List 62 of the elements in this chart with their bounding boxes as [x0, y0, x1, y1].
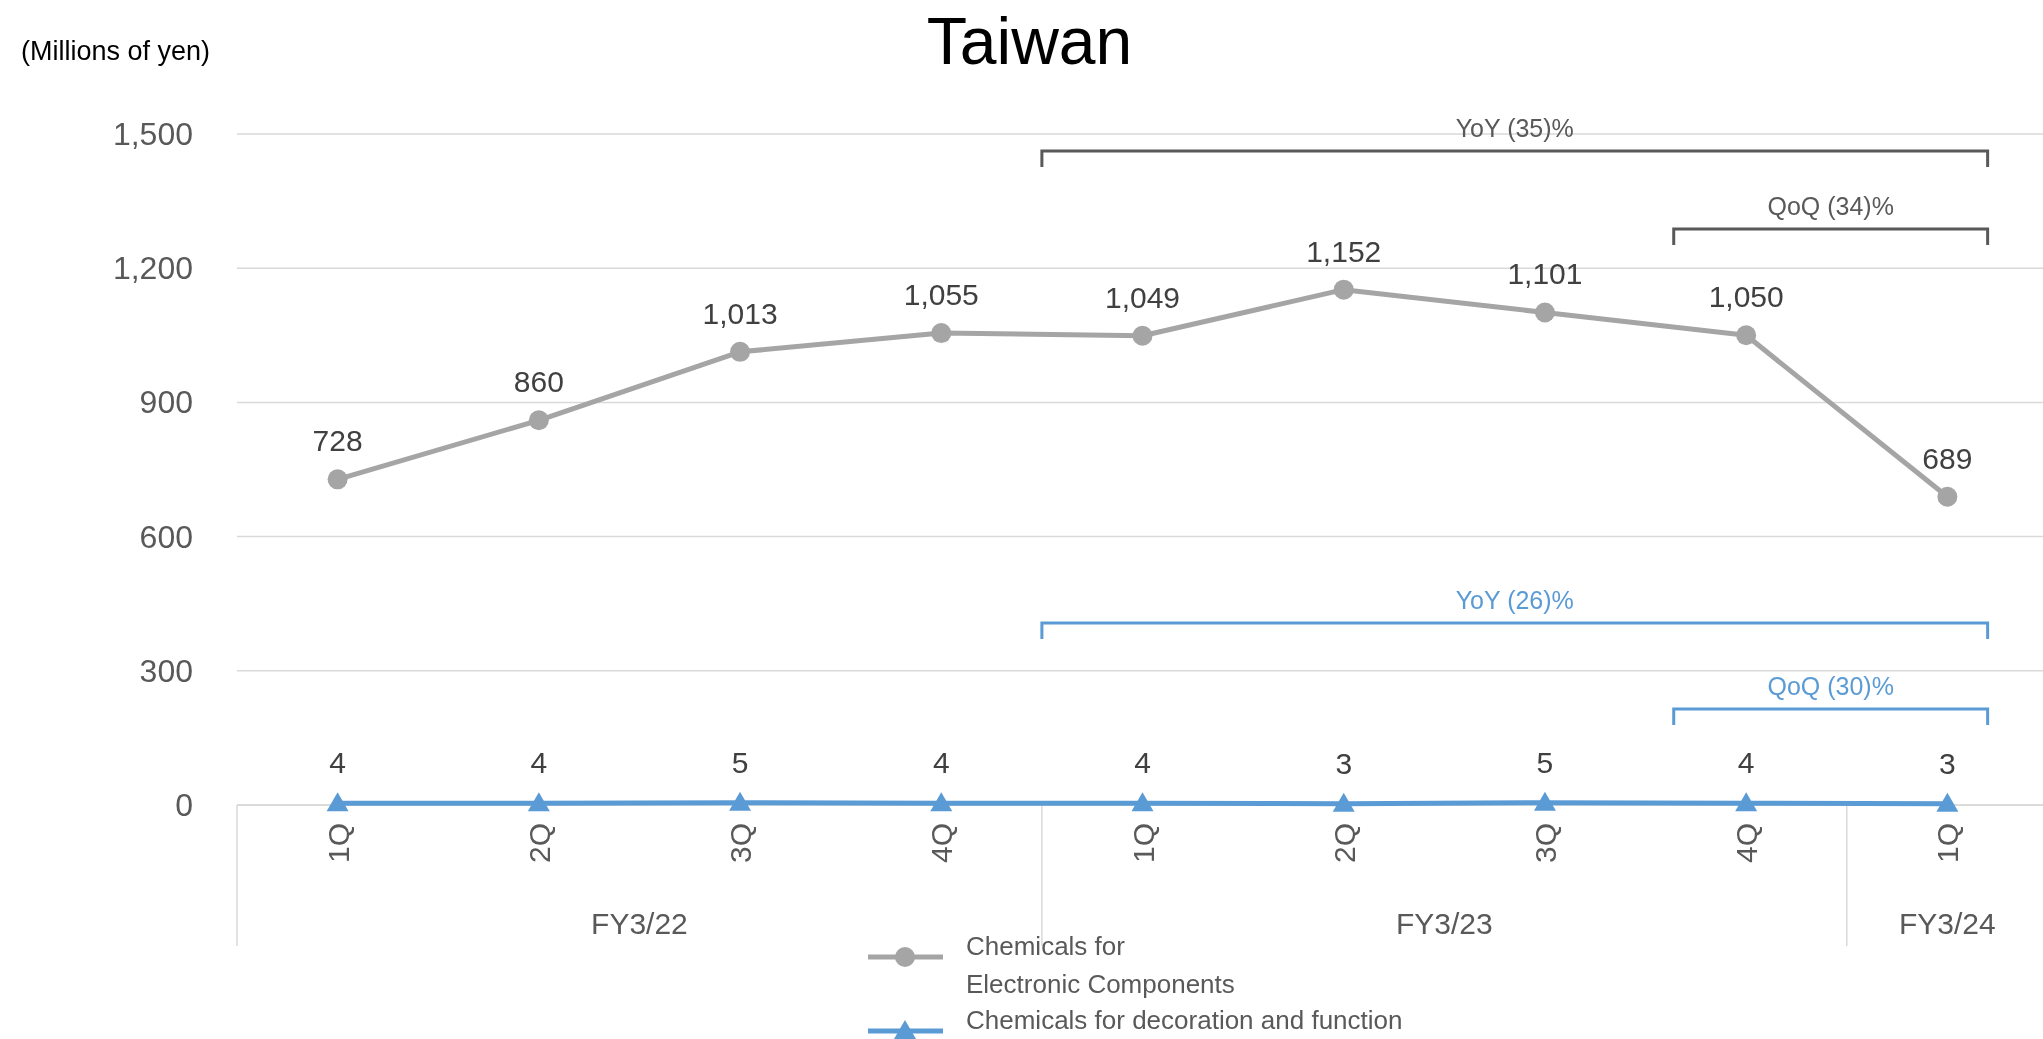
data-label: 4	[530, 746, 548, 780]
point	[931, 323, 952, 344]
legend-label: Chemicals for decoration and function	[966, 1005, 1403, 1035]
point	[1937, 486, 1958, 507]
data-label: 4	[329, 746, 346, 780]
point	[1936, 792, 1959, 812]
data-label: 728	[312, 424, 363, 458]
x-tick-label: 1Q	[1931, 823, 1965, 864]
x-tick-label: 2Q	[1327, 823, 1361, 864]
point	[1131, 792, 1154, 812]
y-tick-label: 1,200	[112, 250, 193, 287]
data-label: 5	[731, 745, 749, 779]
point	[729, 791, 752, 811]
point	[326, 792, 349, 812]
data-label: 1,013	[702, 296, 778, 330]
y-tick-label: 600	[139, 518, 193, 555]
x-tick-label: 3Q	[1528, 823, 1562, 864]
point	[1735, 792, 1758, 812]
y-tick-label: 900	[139, 384, 193, 421]
data-label: 1,049	[1104, 280, 1181, 314]
text: FY3/23	[1395, 907, 1493, 940]
data-label: 1,055	[903, 278, 979, 312]
data-label: 3	[1335, 746, 1353, 780]
point	[1736, 325, 1757, 346]
data-label: 5	[1536, 745, 1554, 779]
x-tick-label: 2Q	[522, 823, 556, 864]
data-label: 1,152	[1306, 234, 1382, 268]
y-tick-label: 1,500	[112, 116, 193, 152]
point	[1534, 302, 1555, 323]
annotation: QoQ (34)%	[1767, 192, 1894, 220]
y-tick-label: 0	[175, 787, 193, 823]
y-tick-label: 300	[139, 652, 193, 689]
point	[730, 341, 751, 362]
annotation: QoQ (30)%	[1767, 672, 1894, 700]
point	[527, 792, 550, 812]
data-label: 1,050	[1708, 280, 1784, 314]
legend-label: Chemicals for Electronic Components	[966, 931, 1235, 999]
x-tick-label: 1Q	[1126, 823, 1160, 864]
data-label: 3	[1939, 746, 1956, 780]
data-label: 689	[1922, 441, 1973, 475]
chart-title: Taiwan	[926, 4, 1133, 78]
point	[1533, 791, 1556, 811]
text: FY3/24	[1899, 907, 1996, 940]
point	[327, 469, 348, 490]
point	[1132, 325, 1153, 346]
data-label: 4	[932, 746, 950, 780]
annotation: YoY (26)%	[1455, 586, 1574, 614]
data-label: 4	[1737, 746, 1755, 780]
data-label: 4	[1134, 746, 1151, 780]
point	[930, 792, 953, 812]
point	[528, 410, 549, 431]
data-label: 860	[513, 365, 564, 399]
y-axis-title: (Millions of yen)	[21, 36, 211, 66]
text: FY3/22	[591, 907, 688, 940]
x-tick-label: 4Q	[925, 823, 959, 864]
point	[1333, 279, 1354, 300]
data-label: 1,101	[1507, 257, 1583, 291]
x-tick-label: 4Q	[1730, 823, 1764, 864]
point	[1332, 792, 1355, 812]
x-tick-label: 1Q	[321, 823, 355, 864]
x-tick-label: 3Q	[724, 823, 758, 864]
annotation: YoY (35)%	[1455, 114, 1574, 142]
